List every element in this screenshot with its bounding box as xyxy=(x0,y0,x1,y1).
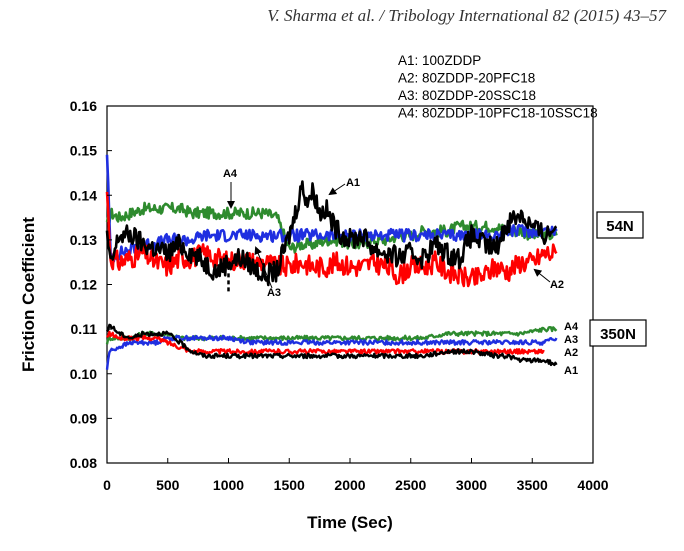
x-tick-label: 3500 xyxy=(517,477,548,493)
ticks-layer: 0 500 1000 1500 2000 2500 3000 3500 4000 0.08 0.09… xyxy=(70,98,609,493)
legend-entry-a1: A1: 100ZDDP xyxy=(398,53,481,68)
legend: A1: 100ZDDP A2: 80ZDDP-20PFC18 A3: 80ZDD… xyxy=(398,53,598,121)
x-tick-label: 2500 xyxy=(395,477,426,493)
plot-area xyxy=(106,105,594,464)
annotation-label-a1: A1 xyxy=(346,177,360,189)
citation-header: V. Sharma et al. / Tribology Internation… xyxy=(267,6,666,25)
x-tick-label: 4000 xyxy=(577,477,608,493)
y-tick-label: 0.10 xyxy=(70,366,97,382)
annotation-arrow-a3 xyxy=(254,246,273,289)
series-line-350n-a4 xyxy=(105,326,558,345)
y-tick-label: 0.16 xyxy=(70,98,97,114)
x-tick-label: 500 xyxy=(156,477,180,493)
x-tick-label: 2000 xyxy=(334,477,365,493)
load-box-54n xyxy=(596,211,644,239)
annotation-label-a4: A4 xyxy=(223,168,238,180)
series-line-350n-a2 xyxy=(106,330,545,355)
load-label-350n: 350N xyxy=(600,326,636,343)
series-line-350n-a1 xyxy=(105,323,558,367)
plot-frame xyxy=(106,105,594,464)
end-label-350n-a3: A3 xyxy=(564,334,578,346)
series-line-350n-a3 xyxy=(105,334,558,370)
legend-entry-a2: A2: 80ZDDP-20PFC18 xyxy=(398,71,535,86)
series-line-54n-a4 xyxy=(105,201,558,254)
y-tick-label: 0.14 xyxy=(70,187,97,203)
x-tick-label: 3000 xyxy=(456,477,487,493)
annotation-label-a3: A3 xyxy=(267,287,281,299)
y-tick-label: 0.09 xyxy=(70,410,97,426)
series-line-54n-a1 xyxy=(105,180,558,287)
y-tick-label: 0.13 xyxy=(70,232,97,248)
x-tick-label: 1500 xyxy=(274,477,305,493)
y-tick-label: 0.15 xyxy=(70,143,97,159)
series-layer xyxy=(105,154,558,370)
y-tick-label: 0.12 xyxy=(70,277,97,293)
load-boxes: 54N 350N xyxy=(589,211,647,347)
end-label-350n-a2: A2 xyxy=(564,347,578,359)
x-tick-label: 1000 xyxy=(213,477,244,493)
x-axis-label: Time (Sec) xyxy=(307,513,393,532)
legend-entry-a3: A3: 80ZDDP-20SSC18 xyxy=(398,88,536,103)
y-tick-label: 0.11 xyxy=(71,321,98,337)
load-box-350n xyxy=(589,319,647,347)
end-label-350n-a4: A4 xyxy=(564,321,579,333)
y-axis-label: Friction Coefficient xyxy=(19,217,38,372)
legend-entry-a4: A4: 80ZDDP-10PFC18-10SSC18 xyxy=(398,106,598,121)
annotation-arrow-a2 xyxy=(533,268,551,283)
y-tick-label: 0.08 xyxy=(70,455,97,471)
x-tick-label: 0 xyxy=(103,477,111,493)
annotation-label-a2: A2 xyxy=(550,279,564,291)
load-label-54n: 54N xyxy=(606,218,634,235)
end-label-350n-a1: A1 xyxy=(564,365,578,377)
annotation-arrow-a1 xyxy=(328,183,346,196)
